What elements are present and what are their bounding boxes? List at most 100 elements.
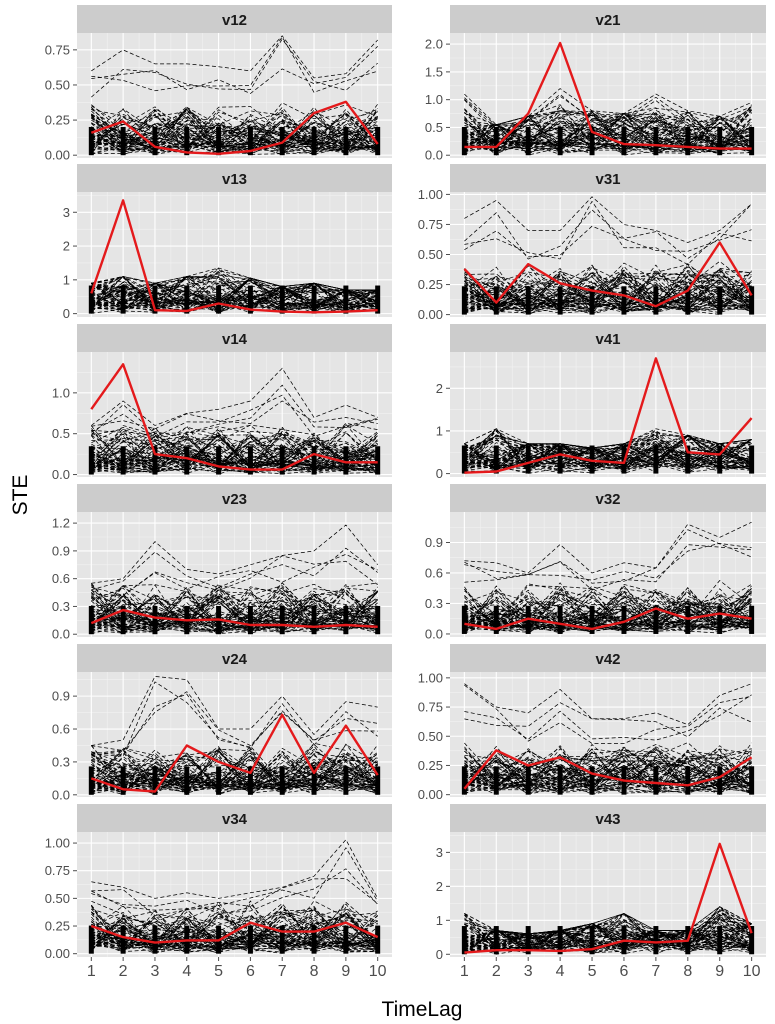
surrogate-line <box>91 425 378 473</box>
surrogate-density-column <box>653 126 659 156</box>
surrogate-line <box>90 108 378 155</box>
y-tick-label: 0.9 <box>52 543 70 558</box>
surrogate-line <box>464 746 752 795</box>
surrogate-line <box>464 88 752 126</box>
y-tick-label: 0.3 <box>52 599 70 614</box>
surrogate-line <box>464 589 752 634</box>
y-tick-label: 3 <box>436 845 443 860</box>
surrogate-line <box>464 282 752 315</box>
surrogate-line <box>464 694 752 741</box>
surrogate-line <box>464 279 752 309</box>
panel-title: v13 <box>222 171 247 188</box>
surrogate-density-column <box>717 766 723 795</box>
surrogate-line <box>464 745 752 788</box>
surrogate-density-column <box>461 286 467 315</box>
surrogate-density-column <box>557 286 563 315</box>
surrogate-density-column <box>343 766 349 795</box>
panel-v42: v42 0.00 0.25 0.50 0.75 1.00 <box>418 644 766 802</box>
surrogate-line <box>91 114 378 155</box>
surrogate-line <box>464 583 752 629</box>
surrogate-line <box>464 748 752 794</box>
surrogate-density-column <box>184 126 190 156</box>
surrogate-line <box>91 434 378 474</box>
surrogate-line <box>91 432 378 473</box>
panel-v23: v23 0.0 0.3 0.6 0.9 1.2 <box>52 484 392 642</box>
panel-v21: v21 0.0 0.5 1.0 1.5 2.0 <box>425 5 766 163</box>
surrogate-line <box>91 750 378 792</box>
surrogate-line <box>91 115 378 151</box>
surrogate-density-column <box>493 926 499 955</box>
surrogate-line <box>464 434 752 473</box>
surrogate-line <box>464 95 752 130</box>
observed-series-line <box>90 363 378 471</box>
surrogate-line <box>91 594 378 628</box>
surrogate-line <box>91 116 378 154</box>
surrogate-lines <box>88 524 381 635</box>
surrogate-line <box>464 131 752 154</box>
surrogate-line <box>464 925 752 955</box>
surrogate-density-column <box>88 605 94 635</box>
surrogate-line <box>464 267 752 311</box>
surrogate-line <box>91 761 378 786</box>
surrogate-lines <box>88 35 381 156</box>
surrogate-line <box>464 119 752 154</box>
surrogate-line <box>464 263 752 312</box>
surrogate-line <box>91 437 378 472</box>
panel-title: v32 <box>595 491 620 508</box>
surrogate-line <box>91 753 378 795</box>
surrogate-density-column <box>749 445 755 474</box>
surrogate-line <box>91 762 378 792</box>
surrogate-line <box>464 751 752 793</box>
surrogate-line <box>91 914 378 947</box>
y-tick-label: 1.5 <box>425 64 443 79</box>
surrogate-line <box>464 760 752 787</box>
surrogate-line <box>91 276 378 313</box>
y-tick-label: 1.00 <box>45 836 70 851</box>
surrogate-line <box>91 104 378 152</box>
surrogate-density-column <box>493 766 499 795</box>
surrogate-line <box>464 913 752 954</box>
x-tick-label: 6 <box>246 963 255 980</box>
surrogate-line <box>91 423 378 469</box>
surrogate-density-column <box>279 925 285 954</box>
surrogate-line <box>91 908 378 953</box>
surrogate-density-column <box>557 445 563 474</box>
surrogate-line <box>91 434 378 467</box>
surrogate-density-column <box>589 445 595 474</box>
surrogate-line <box>91 524 378 584</box>
surrogate-line <box>91 38 378 98</box>
surrogate-line <box>464 108 752 151</box>
surrogate-line <box>464 431 752 467</box>
surrogate-density-column <box>461 926 467 955</box>
surrogate-line <box>91 919 378 952</box>
observed-series-line <box>90 921 379 944</box>
surrogate-density-column <box>247 446 253 475</box>
panel-v34: v34 0.00 0.25 0.50 0.75 1.00 <box>45 804 392 961</box>
panel-v12: v12 0.00 0.25 0.50 0.75 <box>45 5 392 163</box>
surrogate-line <box>91 431 378 473</box>
y-tick-label: 0.0 <box>52 627 70 642</box>
surrogate-line <box>91 274 378 298</box>
surrogate-density-column <box>653 286 659 315</box>
surrogate-density-column <box>375 446 381 475</box>
surrogate-line <box>91 754 378 794</box>
surrogate-line <box>91 911 378 950</box>
surrogate-line <box>464 926 752 947</box>
surrogate-line <box>464 269 752 307</box>
surrogate-line <box>91 547 378 591</box>
surrogate-line <box>91 437 378 472</box>
surrogate-line <box>91 609 378 632</box>
surrogate-line <box>91 426 378 467</box>
surrogate-density-column <box>152 285 158 314</box>
surrogate-line <box>464 430 752 472</box>
surrogate-line <box>91 109 378 153</box>
surrogate-line <box>91 590 378 629</box>
surrogate-density-column <box>216 126 222 156</box>
surrogate-line <box>91 439 378 471</box>
y-tick-label: 1.0 <box>425 92 443 107</box>
x-tick-label: 8 <box>310 963 319 980</box>
surrogate-line <box>464 927 752 954</box>
surrogate-density-column <box>120 605 126 635</box>
surrogate-density-column <box>557 926 563 955</box>
surrogate-density-column <box>685 286 691 315</box>
